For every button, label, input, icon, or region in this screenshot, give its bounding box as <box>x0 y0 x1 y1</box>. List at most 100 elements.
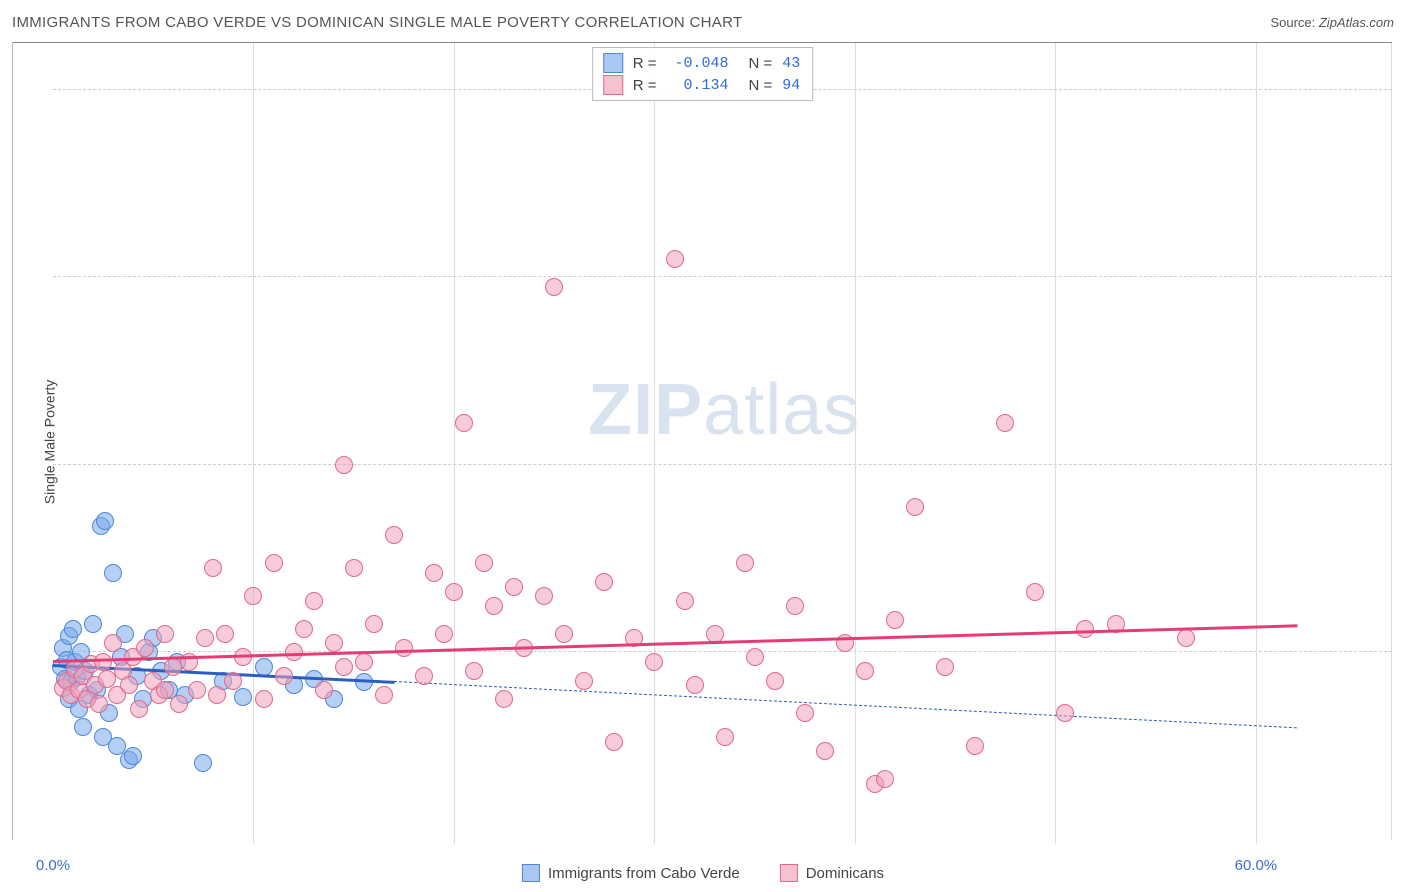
scatter-point-cabo_verde <box>104 564 122 582</box>
scatter-point-dominicans <box>188 681 206 699</box>
scatter-point-dominicans <box>435 625 453 643</box>
stats-r-value: -0.048 <box>666 55 728 72</box>
scatter-point-dominicans <box>244 587 262 605</box>
grid-line-vertical <box>654 43 655 844</box>
x-tick-label: 60.0% <box>1235 857 1278 874</box>
scatter-point-dominicans <box>936 658 954 676</box>
stats-n-value: 43 <box>782 55 800 72</box>
stats-r-value: 0.134 <box>666 77 728 94</box>
scatter-point-dominicans <box>345 559 363 577</box>
scatter-point-dominicans <box>545 278 563 296</box>
scatter-point-dominicans <box>208 686 226 704</box>
scatter-point-dominicans <box>786 597 804 615</box>
scatter-point-cabo_verde <box>64 620 82 638</box>
legend-label: Dominicans <box>806 865 884 882</box>
stats-swatch <box>603 75 623 95</box>
stats-n-value: 94 <box>782 77 800 94</box>
scatter-point-dominicans <box>1026 583 1044 601</box>
scatter-point-dominicans <box>425 564 443 582</box>
watermark: ZIPatlas <box>588 369 860 451</box>
legend-swatch <box>522 864 540 882</box>
scatter-point-dominicans <box>170 695 188 713</box>
scatter-point-dominicans <box>575 672 593 690</box>
scatter-point-dominicans <box>686 676 704 694</box>
stats-r-label: R = <box>633 77 657 94</box>
grid-line-vertical <box>855 43 856 844</box>
scatter-point-cabo_verde <box>255 658 273 676</box>
scatter-point-dominicans <box>224 672 242 690</box>
scatter-point-dominicans <box>130 700 148 718</box>
scatter-point-dominicans <box>315 681 333 699</box>
trend-line-extrapolated <box>394 681 1297 728</box>
scatter-point-dominicans <box>275 667 293 685</box>
scatter-point-dominicans <box>1177 629 1195 647</box>
scatter-point-dominicans <box>325 634 343 652</box>
plot-area: ZIPatlas 20.0%40.0%60.0%80.0% 0.0%60.0% <box>53 43 1296 840</box>
scatter-point-dominicans <box>445 583 463 601</box>
source-name: ZipAtlas.com <box>1319 15 1394 30</box>
grid-line-vertical <box>1256 43 1257 844</box>
scatter-point-dominicans <box>816 742 834 760</box>
y-axis-tick-area: 20.0%40.0%60.0%80.0% <box>1296 43 1392 840</box>
scatter-point-dominicans <box>856 662 874 680</box>
scatter-point-dominicans <box>555 625 573 643</box>
stats-swatch <box>603 53 623 73</box>
chart-title: IMMIGRANTS FROM CABO VERDE VS DOMINICAN … <box>12 14 742 31</box>
grid-line-vertical <box>454 43 455 844</box>
scatter-point-cabo_verde <box>96 512 114 530</box>
watermark-part2: atlas <box>703 370 860 450</box>
correlation-stats-box: R =-0.048N =43R =0.134N =94 <box>592 47 814 101</box>
scatter-point-dominicans <box>335 456 353 474</box>
scatter-point-dominicans <box>255 690 273 708</box>
scatter-point-dominicans <box>676 592 694 610</box>
right-plot-border <box>1391 43 1392 840</box>
chart-container: Single Male Poverty ZIPatlas 20.0%40.0%6… <box>12 42 1392 840</box>
scatter-point-dominicans <box>156 625 174 643</box>
scatter-point-dominicans <box>736 554 754 572</box>
scatter-point-dominicans <box>666 250 684 268</box>
scatter-point-cabo_verde <box>124 747 142 765</box>
scatter-point-dominicans <box>136 639 154 657</box>
scatter-point-dominicans <box>746 648 764 666</box>
stats-row-cabo_verde: R =-0.048N =43 <box>603 52 801 74</box>
scatter-point-dominicans <box>156 681 174 699</box>
trend-line <box>53 624 1297 663</box>
scatter-point-cabo_verde <box>234 688 252 706</box>
stats-n-label: N = <box>748 55 772 72</box>
scatter-point-cabo_verde <box>74 718 92 736</box>
scatter-point-dominicans <box>104 634 122 652</box>
stats-n-label: N = <box>748 77 772 94</box>
grid-line-vertical <box>1055 43 1056 844</box>
scatter-point-dominicans <box>886 611 904 629</box>
scatter-point-dominicans <box>365 615 383 633</box>
scatter-point-dominicans <box>505 578 523 596</box>
source-prefix: Source: <box>1270 15 1318 30</box>
scatter-point-dominicans <box>906 498 924 516</box>
scatter-point-dominicans <box>204 559 222 577</box>
scatter-point-dominicans <box>216 625 234 643</box>
scatter-point-dominicans <box>535 587 553 605</box>
source-attribution: Source: ZipAtlas.com <box>1270 15 1394 30</box>
watermark-part1: ZIP <box>588 370 703 450</box>
scatter-point-dominicans <box>94 653 112 671</box>
scatter-point-dominicans <box>465 662 483 680</box>
scatter-point-dominicans <box>120 676 138 694</box>
legend-item: Immigrants from Cabo Verde <box>522 864 740 882</box>
scatter-point-dominicans <box>645 653 663 671</box>
scatter-point-dominicans <box>475 554 493 572</box>
scatter-point-dominicans <box>766 672 784 690</box>
scatter-point-cabo_verde <box>84 615 102 633</box>
scatter-point-dominicans <box>375 686 393 704</box>
scatter-point-dominicans <box>796 704 814 722</box>
scatter-point-dominicans <box>265 554 283 572</box>
legend-swatch <box>780 864 798 882</box>
scatter-point-dominicans <box>495 690 513 708</box>
legend-item: Dominicans <box>780 864 884 882</box>
scatter-point-cabo_verde <box>194 754 212 772</box>
scatter-point-dominicans <box>996 414 1014 432</box>
header: IMMIGRANTS FROM CABO VERDE VS DOMINICAN … <box>0 0 1406 40</box>
x-tick-label: 0.0% <box>36 857 70 874</box>
scatter-point-dominicans <box>716 728 734 746</box>
scatter-point-dominicans <box>595 573 613 591</box>
scatter-point-dominicans <box>385 526 403 544</box>
